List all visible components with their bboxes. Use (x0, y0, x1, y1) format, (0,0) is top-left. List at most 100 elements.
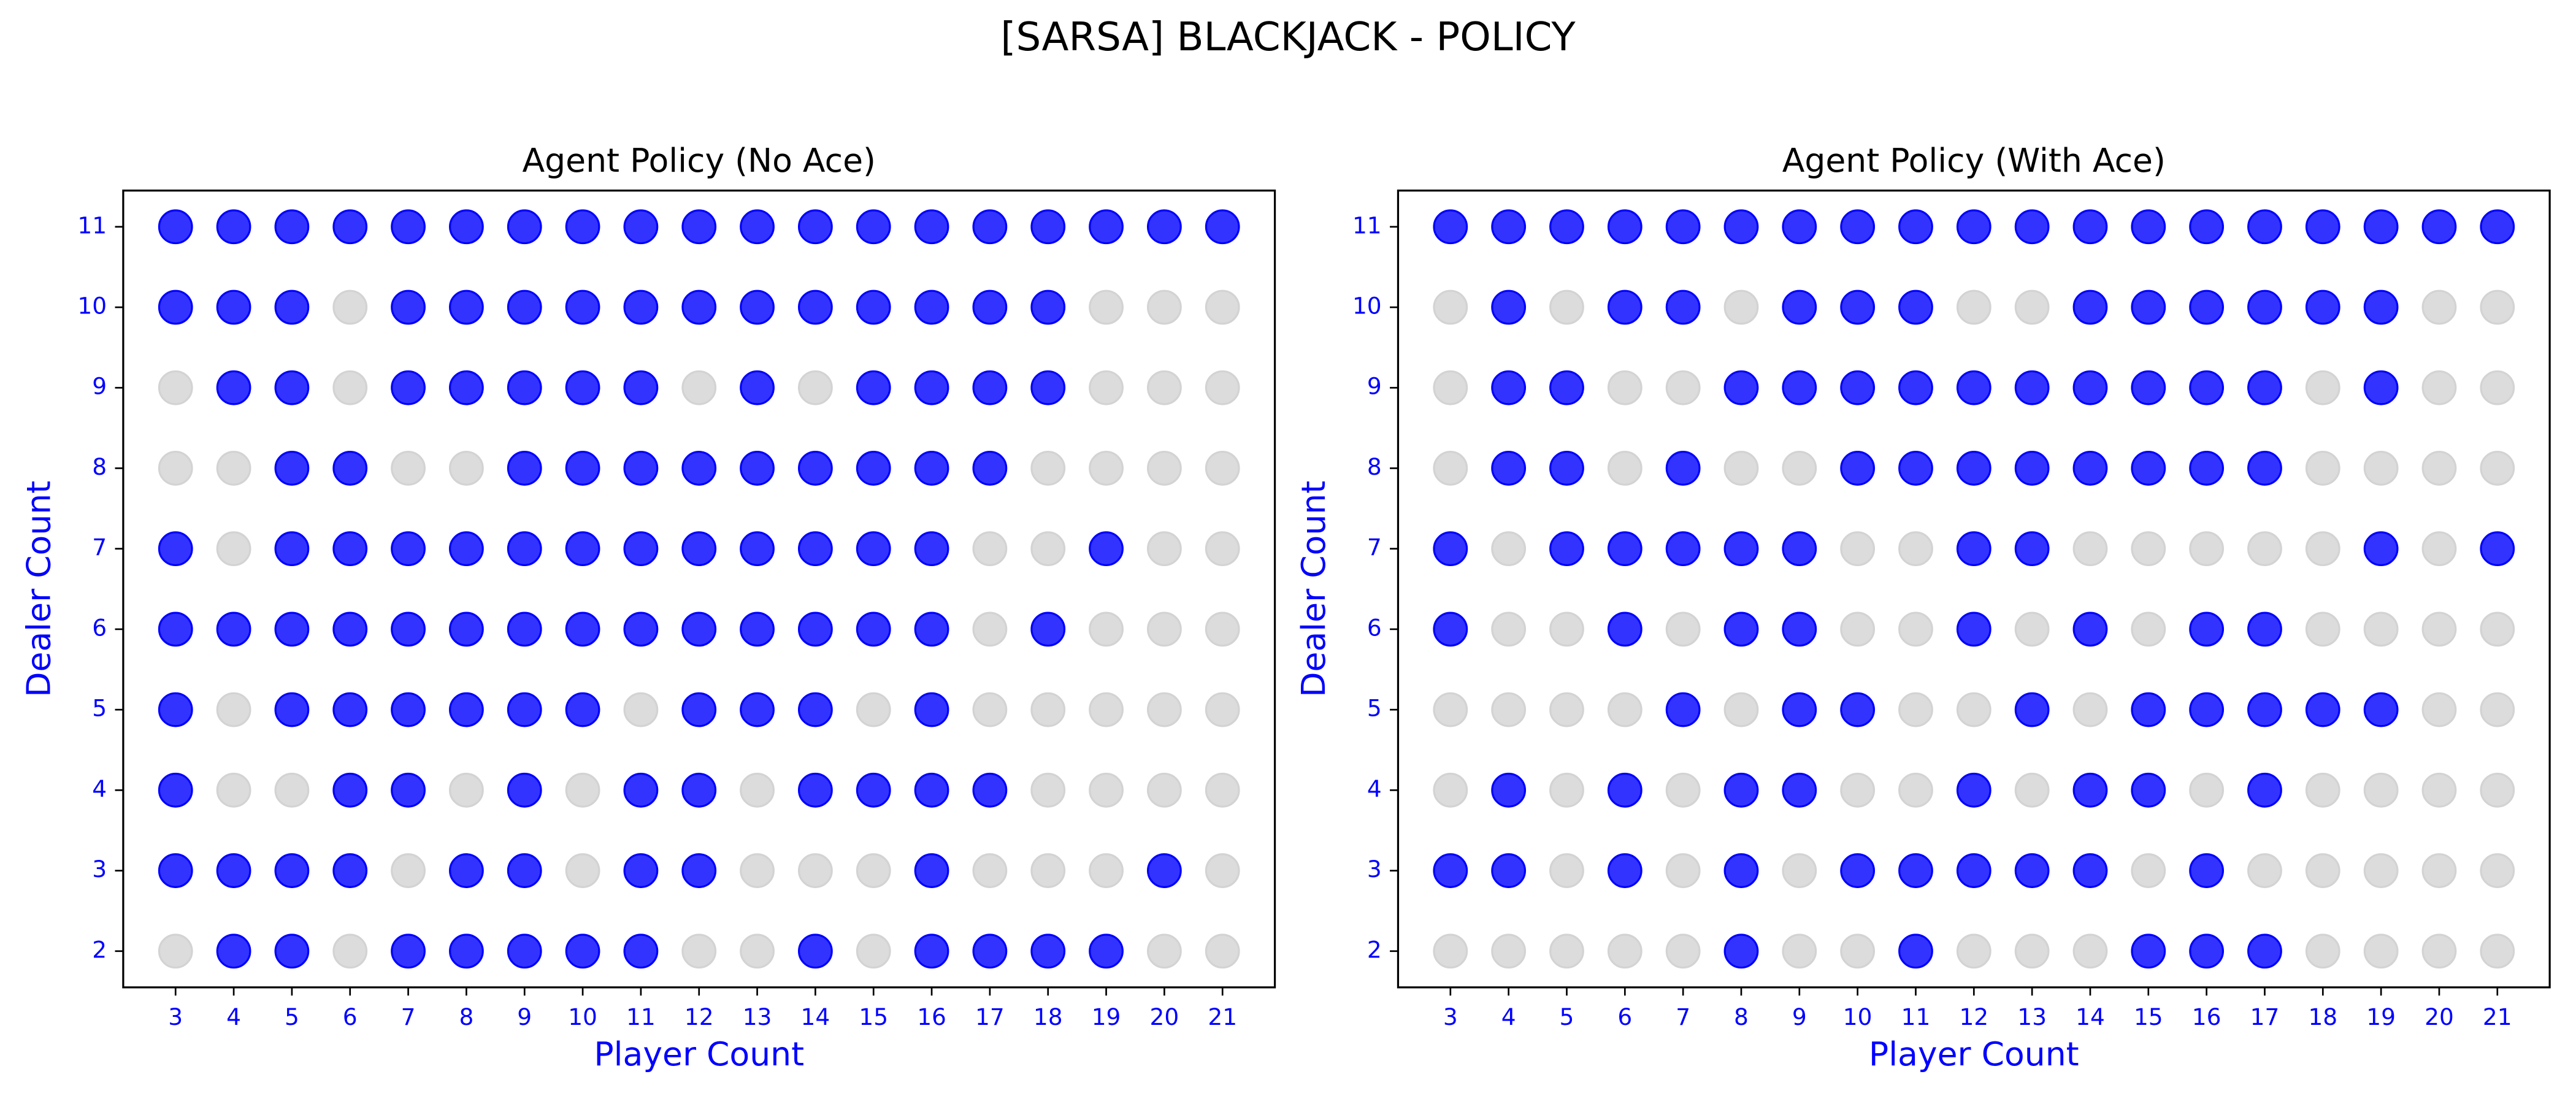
policy-dot (1089, 933, 1124, 969)
policy-dot (972, 611, 1008, 647)
policy-dot (1723, 531, 1759, 567)
policy-dot (1146, 692, 1182, 727)
policy-dot (914, 451, 949, 486)
policy-dot (1205, 289, 1240, 325)
policy-dot (681, 772, 717, 808)
policy-dot (1607, 611, 1643, 647)
x-tick-label: 7 (401, 1003, 416, 1030)
figure-title: [SARSA] BLACKJACK - POLICY (1000, 14, 1576, 60)
policy-dot (216, 933, 251, 969)
policy-dot (1030, 289, 1066, 325)
policy-dot (1898, 531, 1933, 567)
policy-dot (216, 289, 251, 325)
policy-dot (2421, 289, 2457, 325)
x-tick-label: 9 (1792, 1003, 1807, 1030)
policy-dot (740, 451, 775, 486)
policy-dot (1146, 611, 1182, 647)
policy-dot (565, 933, 600, 969)
policy-dot (2189, 692, 2225, 727)
policy-dot (391, 692, 426, 727)
x-tick-label: 20 (2425, 1003, 2454, 1030)
x-tick-label: 14 (2076, 1003, 2105, 1030)
policy-dot (449, 772, 484, 808)
x-tick-label: 17 (975, 1003, 1005, 1030)
policy-dot (2072, 451, 2108, 486)
policy-dot (798, 209, 833, 245)
x-tick-label: 21 (1208, 1003, 1237, 1030)
policy-dot (2189, 611, 2225, 647)
y-tick-label: 6 (92, 614, 107, 641)
policy-dot (1956, 531, 1991, 567)
policy-dot (1898, 289, 1933, 325)
policy-dot (1723, 289, 1759, 325)
policy-dot (2189, 933, 2225, 969)
policy-dot (332, 772, 368, 808)
policy-dot (798, 611, 833, 647)
policy-dot (158, 611, 193, 647)
policy-dot (2189, 531, 2225, 567)
subplot: Agent Policy (No Ace) 3 4 5 6 7 8 9 10 11 12 13 14 15… (20, 141, 1276, 1073)
policy-dot (1956, 370, 1991, 405)
policy-dot (1089, 289, 1124, 325)
policy-dot (1665, 772, 1701, 808)
y-tick-label: 7 (92, 534, 107, 561)
policy-dot (856, 370, 891, 405)
policy-dot (623, 933, 659, 969)
policy-dot (2189, 289, 2225, 325)
policy-dot (914, 289, 949, 325)
policy-dot (391, 772, 426, 808)
policy-dot (391, 611, 426, 647)
x-tick-label: 12 (684, 1003, 714, 1030)
policy-dot (2131, 853, 2166, 888)
policy-dot (158, 209, 193, 245)
policy-dot (1840, 772, 1876, 808)
policy-dot (1607, 531, 1643, 567)
policy-dot (216, 853, 251, 888)
policy-dot (856, 209, 891, 245)
policy-dot (2131, 772, 2166, 808)
policy-dot (1491, 853, 1527, 888)
x-tick-label: 13 (2017, 1003, 2047, 1030)
policy-dot (507, 611, 542, 647)
policy-dot (1205, 611, 1240, 647)
policy-dot (740, 772, 775, 808)
policy-dot (449, 611, 484, 647)
policy-dot (914, 209, 949, 245)
policy-dot (332, 209, 368, 245)
policy-dot (216, 451, 251, 486)
policy-dot (740, 370, 775, 405)
policy-dot (158, 692, 193, 727)
policy-dot (274, 531, 310, 567)
policy-dot (623, 853, 659, 888)
policy-dot (623, 289, 659, 325)
y-axis-label: Dealer Count (20, 481, 58, 697)
x-tick-label: 4 (1501, 1003, 1516, 1030)
policy-dot (391, 289, 426, 325)
policy-dot (1146, 451, 1182, 486)
policy-dot (1089, 370, 1124, 405)
policy-dot (1491, 531, 1527, 567)
policy-dot (1782, 209, 1817, 245)
policy-dot (1782, 933, 1817, 969)
policy-dot (2421, 611, 2457, 647)
policy-dot (2247, 772, 2282, 808)
policy-dot (1840, 451, 1876, 486)
policy-dot (1782, 692, 1817, 727)
policy-dot (856, 772, 891, 808)
policy-dot (1665, 531, 1701, 567)
policy-dot (798, 289, 833, 325)
policy-dot (1723, 692, 1759, 727)
policy-dot (1491, 370, 1527, 405)
x-tick-label: 12 (1959, 1003, 1988, 1030)
y-tick-label: 5 (92, 695, 107, 722)
x-tick-label: 15 (2134, 1003, 2163, 1030)
policy-dot (681, 531, 717, 567)
policy-dot (158, 370, 193, 405)
subplot-title: Agent Policy (With Ace) (1782, 141, 2166, 180)
policy-dot (274, 289, 310, 325)
policy-dot (1782, 611, 1817, 647)
policy-dot (1433, 772, 1468, 808)
x-tick-label: 4 (226, 1003, 241, 1030)
